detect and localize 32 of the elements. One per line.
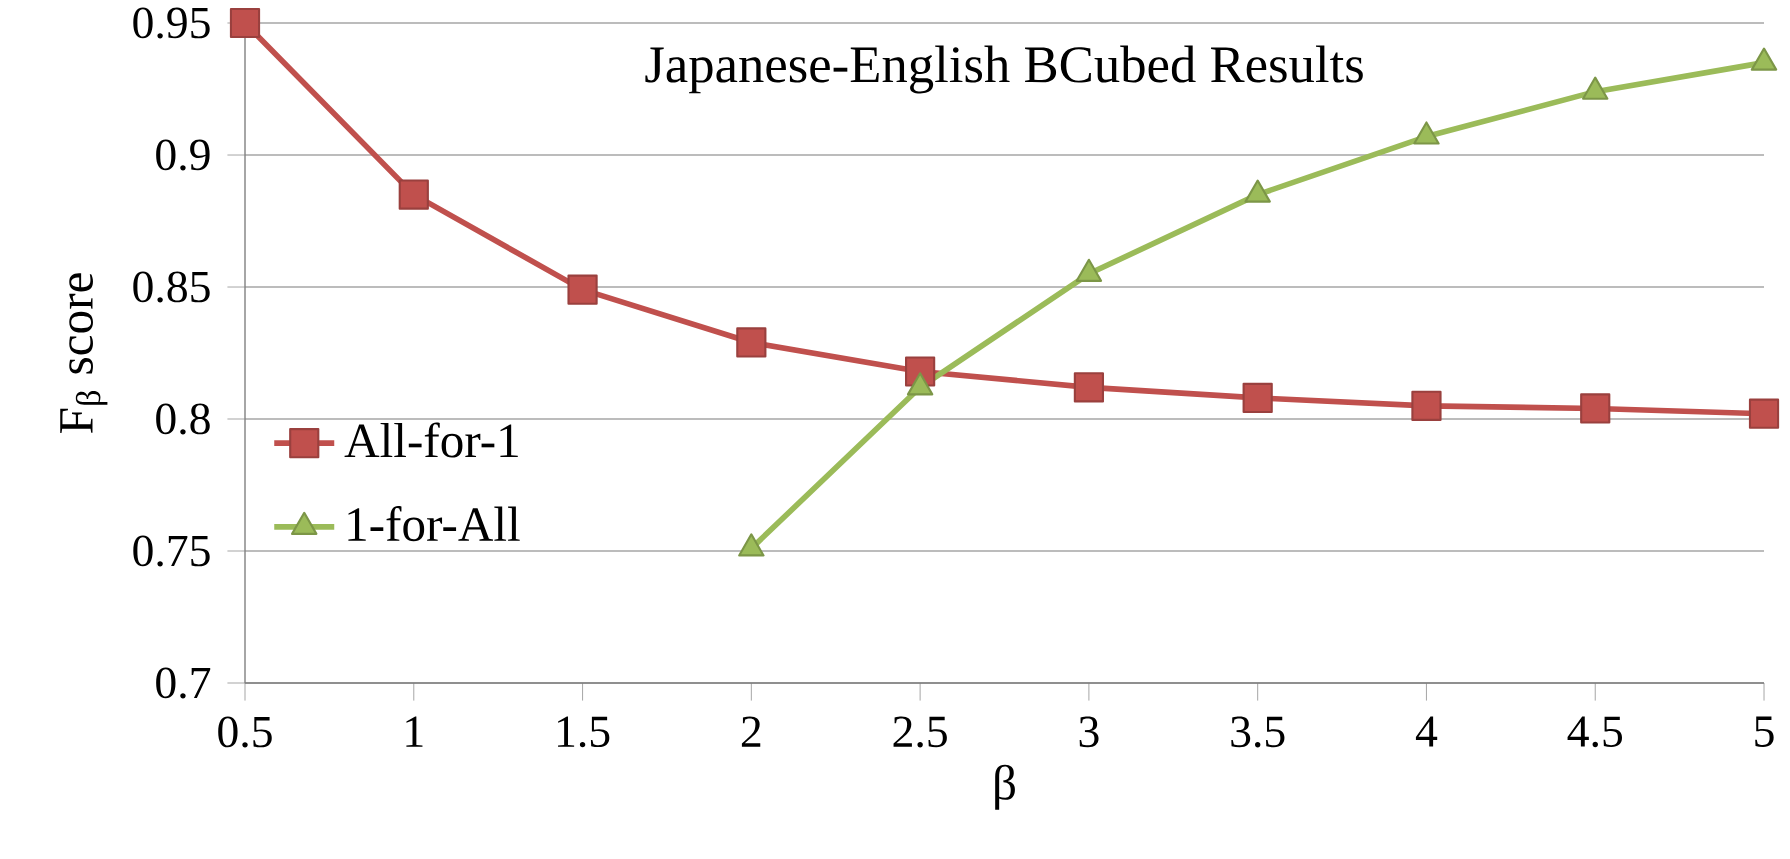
x-tick-label: 1.5	[558, 716, 610, 748]
x-tick-label: 4	[1415, 716, 1438, 747]
point	[1750, 47, 1778, 71]
point	[1244, 179, 1271, 203]
legend-label: All-for-1	[344, 422, 518, 458]
y-axis-title: F$_{β}$ score	[60, 273, 108, 433]
x-tick-label: 1	[406, 716, 423, 747]
point	[1580, 393, 1611, 424]
point	[1073, 372, 1105, 403]
chart-title: Japanese-English BCubed Results	[645, 45, 1363, 94]
point	[567, 274, 598, 305]
x-tick-label: 2.5	[893, 716, 947, 748]
point	[1582, 76, 1609, 100]
x-tick-label: 3.5	[1231, 716, 1285, 748]
y-tick-label: 0.7	[156, 667, 211, 699]
x-tick-label: 3	[1079, 716, 1099, 748]
x-tick-label: 4.5	[1567, 716, 1623, 748]
y-tick-label: 0.85	[133, 271, 210, 303]
point	[1413, 121, 1440, 145]
legend-label: 1-for-All	[348, 506, 520, 542]
y-tick-label: 0.75	[133, 535, 210, 567]
x-axis-title: β	[995, 764, 1015, 810]
x-tick-label: 0.5	[218, 716, 272, 748]
y-tick-label: 0.95	[133, 7, 210, 39]
x-tick-label: 5	[1755, 716, 1774, 747]
point	[1411, 390, 1442, 421]
point	[1748, 398, 1780, 429]
y-tick-label: 0.8	[156, 403, 210, 435]
y-tick-label: 0.9	[156, 139, 210, 171]
x-tick-label: 2	[741, 716, 761, 747]
point	[1242, 382, 1273, 414]
point	[736, 327, 767, 358]
